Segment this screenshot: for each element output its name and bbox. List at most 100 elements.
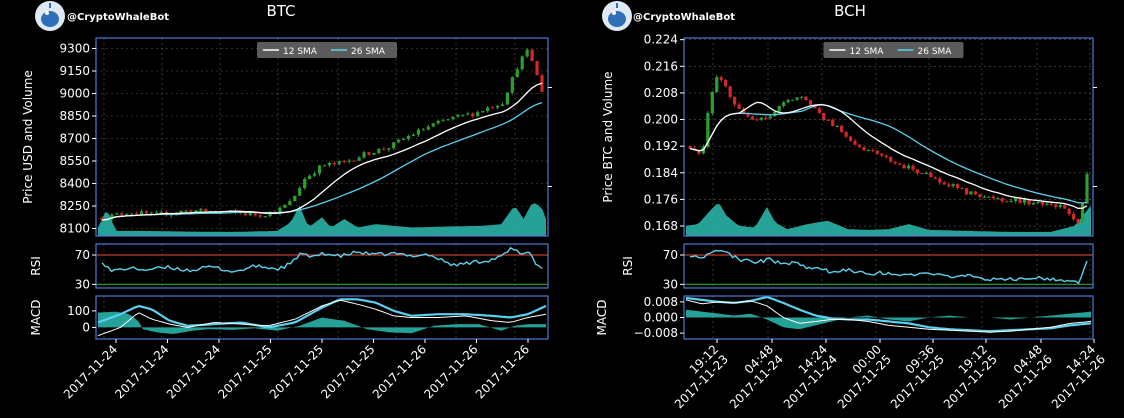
candle-body: [1040, 202, 1044, 205]
candle-body: [486, 107, 490, 112]
candle-body: [956, 184, 960, 189]
legend-label: 12 SMA: [850, 47, 885, 57]
candle-body: [446, 119, 450, 121]
candle-body: [431, 123, 435, 127]
rsi-y-tick-label: 30: [75, 277, 90, 291]
candle-body: [441, 120, 445, 122]
macd-line: [685, 299, 1092, 333]
candle-body: [987, 196, 991, 198]
candle-body: [898, 163, 902, 165]
candle-body: [288, 201, 292, 205]
macd-histogram: [98, 311, 546, 334]
macd-axis-label: MACD: [595, 300, 609, 336]
candle-body: [862, 147, 866, 151]
candle-body: [889, 156, 893, 162]
legend-label: 26 SMA: [351, 47, 386, 57]
rsi-line: [689, 249, 1088, 285]
candle-body: [367, 152, 371, 155]
candle-body: [520, 56, 524, 70]
candle-body: [327, 162, 332, 166]
price-panel-frame: [95, 37, 549, 237]
candle-body: [263, 216, 267, 218]
candle-body: [848, 136, 853, 141]
candle-body: [706, 113, 710, 147]
candle-body: [456, 114, 460, 117]
candle-body: [515, 69, 519, 78]
y-tick-label: 8100: [59, 222, 90, 236]
candle-body: [204, 208, 208, 212]
candle-body: [451, 116, 455, 120]
rsi-axis-label: RSI: [621, 256, 635, 276]
candle-body: [130, 213, 134, 215]
candle-body: [342, 161, 346, 163]
candle-body: [268, 211, 272, 217]
candle-body: [982, 196, 987, 198]
candle-body: [755, 119, 759, 121]
candle-body: [303, 179, 307, 189]
candle-body: [964, 188, 969, 195]
y-tick-label: 0.184: [644, 166, 678, 180]
candle-body: [799, 96, 804, 98]
sma26-line: [101, 101, 543, 221]
candle-body: [530, 49, 534, 62]
candle-body: [481, 111, 485, 113]
candle-body: [804, 96, 808, 101]
rsi-axis-label: RSI: [29, 256, 43, 276]
y-tick-label: 8700: [59, 132, 90, 146]
candle-body: [929, 172, 933, 178]
candle-body: [135, 213, 139, 215]
macd-y-tick-label: 0.008: [644, 295, 678, 309]
candle-body: [795, 97, 799, 100]
y-tick-label: 9000: [59, 87, 90, 101]
candle-body: [973, 191, 978, 195]
candle-body: [184, 210, 188, 212]
candle-body: [199, 208, 203, 211]
candle-body: [835, 125, 839, 127]
brand-label: @CryptoWhaleBot: [67, 12, 169, 23]
sma26-line: [689, 104, 1088, 204]
candle-body: [100, 218, 104, 220]
candle-body: [1063, 204, 1067, 209]
candle-body: [416, 129, 421, 135]
candle-body: [938, 178, 942, 183]
x-tick-label: 04:482017-11-26: [986, 342, 1055, 411]
candle-body: [978, 194, 982, 197]
candle-body: [115, 213, 119, 215]
candle-body: [853, 140, 857, 145]
candle-body: [382, 148, 386, 150]
x-tick-label: 2017-11-24: [112, 342, 171, 401]
candle-body: [893, 161, 897, 164]
candle-body: [179, 211, 183, 214]
candle-body: [525, 49, 529, 57]
candle-body: [822, 112, 826, 120]
rsi-panel-frame: [95, 243, 549, 289]
macd-signal-line: [685, 295, 1092, 333]
candle-body: [915, 169, 920, 174]
candle-body: [840, 125, 844, 133]
candle-body: [1031, 202, 1036, 205]
candle-body: [782, 102, 786, 106]
volume-area: [98, 203, 546, 236]
candle-body: [505, 92, 509, 105]
candle-body: [942, 182, 946, 185]
candle-body: [476, 112, 480, 117]
y-tick-label: 8250: [59, 199, 90, 213]
candle-body: [278, 207, 282, 214]
candle-body: [786, 99, 790, 103]
candle-body: [1080, 203, 1085, 223]
candle-body: [149, 212, 154, 214]
x-tick-label: 2017-11-24: [164, 342, 223, 401]
x-tick-label: 09:362017-11-25: [878, 342, 947, 411]
candle-body: [924, 172, 929, 174]
candle-body: [710, 91, 714, 114]
candle-body: [421, 129, 425, 131]
candle-body: [154, 212, 158, 214]
candle-body: [159, 212, 163, 214]
whale-robot-logo-icon: [602, 1, 632, 31]
candle-body: [426, 126, 430, 130]
candle-body: [715, 77, 719, 92]
chart-title: BCH: [834, 2, 866, 20]
x-tick-label: 2017-11-26: [473, 342, 532, 401]
candle-body: [243, 213, 247, 216]
candle-body: [1058, 204, 1062, 207]
